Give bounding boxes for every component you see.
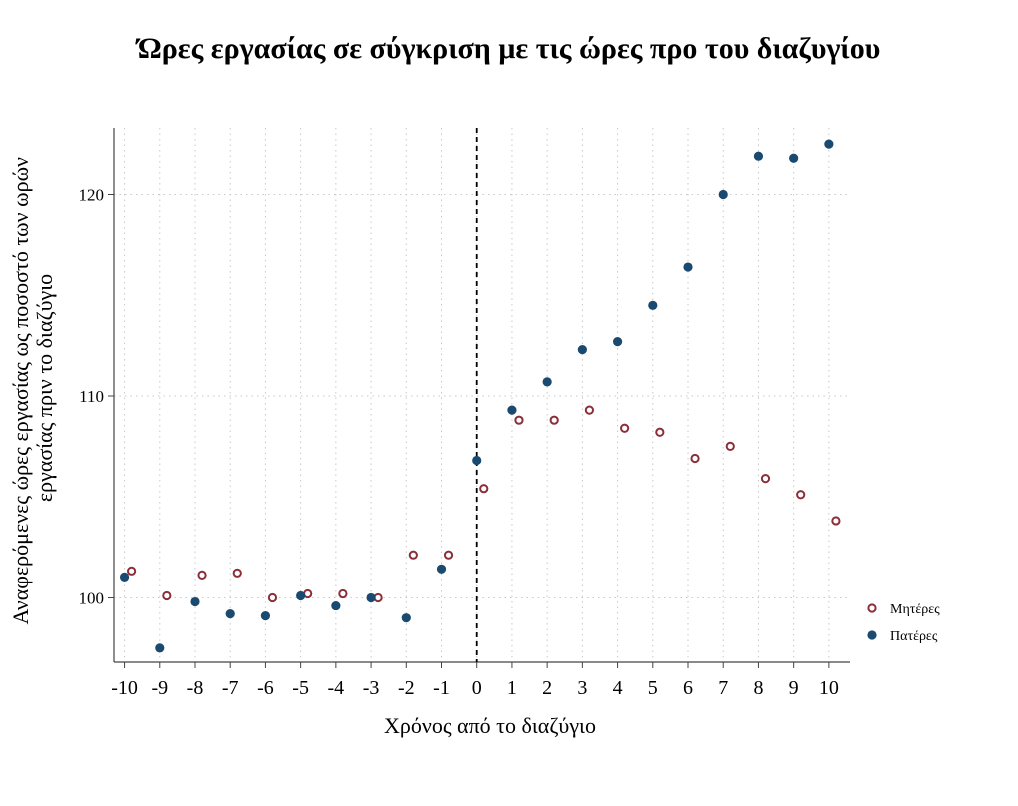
data-point-mothers: [479, 484, 489, 494]
chart-title: Ώρες εργασίας σε σύγκριση με τις ώρες πρ…: [137, 32, 881, 65]
grid-lines: [114, 128, 850, 662]
data-point-fathers: [648, 300, 658, 310]
x-tick-label: 0: [472, 677, 482, 699]
x-tick-label: 10: [819, 677, 839, 699]
legend-marker-mothers: [867, 603, 877, 613]
y-tick-label: 110: [79, 387, 104, 406]
x-tick-label: -5: [292, 677, 309, 699]
data-points: [119, 139, 841, 653]
x-tick-label: 2: [542, 677, 552, 699]
data-point-fathers: [472, 455, 482, 466]
y-tick-label: 120: [79, 185, 105, 204]
data-point-mothers: [549, 415, 559, 425]
data-point-fathers: [753, 151, 764, 161]
x-tick-label: -6: [257, 677, 274, 699]
data-point-mothers: [584, 405, 595, 415]
x-tick-label: 8: [753, 677, 763, 699]
legend-marker-fathers: [867, 630, 877, 640]
data-point-fathers: [612, 337, 623, 347]
data-point-fathers: [436, 564, 447, 574]
y-tick-label: 100: [79, 589, 105, 608]
x-tick-label: 9: [789, 677, 799, 699]
x-tick-label: 6: [683, 677, 693, 699]
y-axis-label-line-1: Αναφερόμενες ώρες εργασίας ως ποσοστό τω…: [8, 157, 33, 625]
data-point-mothers: [514, 415, 524, 425]
x-axis-label: Χρόνος από το διαζύγιο: [384, 713, 596, 738]
y-axis-label: Αναφερόμενες ώρες εργασίας ως ποσοστό τω…: [8, 152, 57, 625]
x-tick-label: -2: [398, 677, 415, 699]
data-point-mothers: [760, 474, 771, 484]
data-point-fathers: [190, 596, 200, 607]
data-point-fathers: [119, 572, 130, 582]
data-point-mothers: [655, 427, 665, 437]
x-tick-label: 3: [577, 677, 587, 699]
data-point-fathers: [366, 592, 376, 603]
data-point-mothers: [690, 453, 700, 464]
legend: Μητέρες Πατέρες: [867, 602, 940, 644]
data-point-fathers: [824, 139, 834, 149]
legend-label: Πατέρες: [890, 629, 938, 644]
x-tick-label: 7: [718, 677, 728, 699]
data-point-mothers: [267, 592, 278, 603]
x-tick-label: -9: [151, 677, 168, 699]
data-point-mothers: [338, 588, 348, 599]
y-axis-label-line-2: εργασίας πριν το διαζύγιο: [32, 274, 57, 502]
data-point-fathers: [296, 590, 306, 601]
x-tick-label: -3: [363, 677, 380, 699]
data-point-mothers: [443, 550, 454, 560]
data-point-mothers: [162, 590, 172, 601]
data-point-fathers: [789, 153, 799, 163]
x-tick-label: -7: [222, 677, 239, 699]
data-point-fathers: [507, 405, 517, 415]
x-tick-label: -1: [433, 677, 450, 699]
x-tick-label: 1: [507, 677, 517, 699]
x-tick-label: -8: [187, 677, 204, 699]
data-point-fathers: [155, 643, 165, 653]
data-point-mothers: [796, 490, 806, 500]
data-point-fathers: [331, 600, 341, 611]
data-point-mothers: [408, 550, 418, 560]
y-axis-ticks: 100 110 120: [79, 185, 114, 608]
data-point-fathers: [542, 377, 552, 387]
data-point-fathers: [401, 613, 411, 623]
x-tick-label: 4: [613, 677, 623, 699]
x-tick-label: -4: [328, 677, 345, 699]
data-point-fathers: [683, 262, 693, 272]
data-point-mothers: [197, 570, 207, 580]
data-point-fathers: [718, 189, 728, 200]
x-tick-label: -10: [111, 677, 138, 699]
data-point-mothers: [831, 516, 841, 526]
data-point-fathers: [260, 611, 271, 621]
data-point-mothers: [127, 566, 137, 576]
data-point-fathers: [577, 345, 587, 355]
data-point-mothers: [232, 568, 242, 578]
data-point-mothers: [725, 441, 735, 451]
legend-label: Μητέρες: [890, 602, 940, 617]
data-point-fathers: [225, 609, 235, 619]
x-axis-ticks: -10 -9 -8 -7 -6 -5 -4 -3 -2 -1 0 1 2 3 4 5 6 7 8 9 10: [111, 662, 839, 699]
axes: [113, 128, 850, 663]
x-tick-label: 5: [648, 677, 658, 699]
data-point-mothers: [620, 423, 630, 433]
